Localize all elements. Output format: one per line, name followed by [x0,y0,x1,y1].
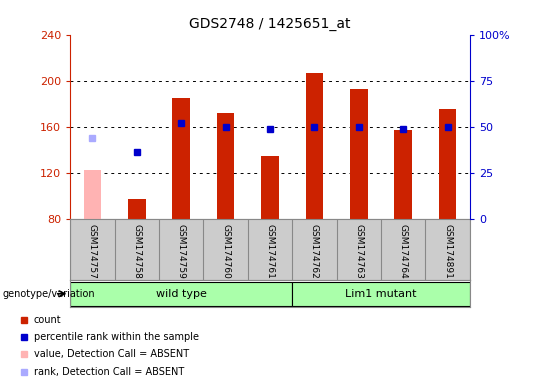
Bar [438,109,456,219]
Text: GSM174760: GSM174760 [221,224,230,279]
Text: GSM174759: GSM174759 [177,224,186,279]
Text: value, Detection Call = ABSENT: value, Detection Call = ABSENT [34,349,189,359]
Bar [292,282,470,306]
Text: Lim1 mutant: Lim1 mutant [345,289,417,299]
Bar [350,89,368,219]
Text: GSM174761: GSM174761 [266,224,274,279]
Bar [306,73,323,219]
Text: wild type: wild type [156,289,207,299]
Bar [128,199,146,219]
Text: percentile rank within the sample: percentile rank within the sample [34,332,199,342]
Bar [261,156,279,219]
Text: GSM174891: GSM174891 [443,224,452,279]
Text: GSM174758: GSM174758 [132,224,141,279]
Text: GSM174762: GSM174762 [310,224,319,278]
Bar [217,113,234,219]
Text: count: count [34,314,62,325]
Bar [70,282,292,306]
Text: genotype/variation: genotype/variation [3,289,96,299]
Text: GSM174757: GSM174757 [88,224,97,279]
Text: GSM174764: GSM174764 [399,224,408,278]
Bar [172,98,190,219]
Bar [84,170,102,219]
Title: GDS2748 / 1425651_at: GDS2748 / 1425651_at [189,17,351,31]
Text: GSM174763: GSM174763 [354,224,363,279]
Bar [394,130,412,219]
Text: rank, Detection Call = ABSENT: rank, Detection Call = ABSENT [34,366,184,377]
